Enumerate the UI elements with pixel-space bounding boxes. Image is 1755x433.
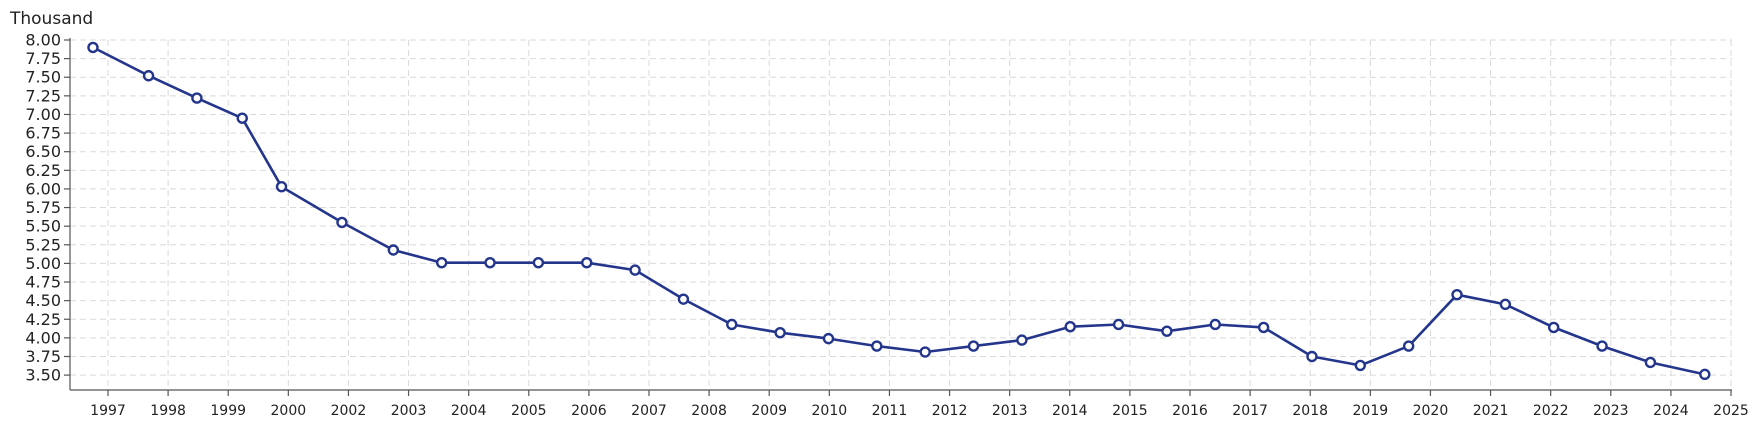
y-tick-label: 7.75 [25,49,61,68]
data-point [484,256,496,269]
data-point [1016,334,1028,346]
data-point [581,256,593,269]
x-tick-label: 1999 [210,403,246,419]
series-layer [87,41,1711,381]
y-tick-label: 3.75 [25,347,61,366]
y-tick-labels: 3.503.754.004.254.504.755.005.255.505.75… [25,31,61,385]
y-tick-label: 4.00 [25,328,61,347]
data-point [87,41,99,54]
y-tick-label: 6.00 [25,179,61,198]
y-tick-label: 5.00 [25,254,61,273]
data-point [435,256,448,269]
data-point [871,340,883,352]
data-point [919,346,931,358]
x-tick-label: 2021 [1473,403,1509,419]
y-tick-label: 6.25 [25,161,61,180]
x-tick-label: 2025 [1713,403,1749,419]
y-tick-label: 3.50 [25,366,61,385]
y-tick-label: 5.50 [25,217,61,236]
data-point [336,216,348,229]
x-tick-label: 2011 [872,403,908,419]
y-tick-label: 5.75 [25,198,61,217]
x-tick-label: 2019 [1353,403,1389,419]
data-point [822,332,835,345]
data-point [726,318,738,331]
data-point [1402,340,1415,352]
axis-layer [64,38,1732,396]
data-point [1064,321,1076,333]
x-tick-label: 2005 [511,403,547,419]
x-tick-label: 2013 [992,403,1028,419]
data-point [1161,325,1173,337]
data-point [236,112,248,124]
x-tick-labels: 1997 1998 1999 2000 2002 2003 2004 2005 2006 2007… [90,403,1749,419]
x-tick-label: 2000 [271,403,307,419]
y-tick-label: 4.75 [25,273,61,292]
data-point [1596,340,1608,352]
x-tick-label: 2020 [1413,403,1449,419]
data-point [1499,298,1512,311]
data-point [1209,318,1221,331]
y-tick-label: 6.50 [25,142,61,161]
data-point [629,264,641,276]
y-unit-label: Thousand [9,9,93,29]
x-tick-label: 2022 [1533,403,1569,419]
x-tick-label: 2007 [631,403,667,419]
x-tick-label: 2015 [1112,403,1148,419]
data-point [1548,321,1560,334]
x-tick-label: 2009 [751,403,787,419]
data-point [275,181,288,193]
y-tick-label: 4.50 [25,291,61,310]
y-tick-label: 7.25 [25,86,61,105]
y-tick-label: 5.25 [25,235,61,254]
y-tick-label: 6.75 [25,124,61,143]
data-point [1644,356,1657,369]
data-point [1699,368,1711,381]
x-tick-label: 1997 [90,403,126,419]
x-tick-label: 2008 [691,403,727,419]
grid-layer [70,39,1732,390]
x-tick-label: 2018 [1292,403,1328,419]
data-point [677,293,690,305]
data-point [191,92,203,104]
data-point [1306,350,1318,363]
x-tick-label: 2004 [451,403,487,419]
x-tick-label: 2023 [1593,403,1629,419]
x-tick-label: 2016 [1172,403,1208,419]
series-line [92,46,1706,376]
x-tick-label: 2010 [812,403,848,419]
data-point [1112,318,1125,331]
x-tick-label: 1998 [150,403,186,419]
x-tick-label: 2012 [932,403,968,419]
data-point [774,326,786,339]
x-tick-label: 2024 [1653,403,1689,419]
y-tick-label: 7.50 [25,68,61,87]
y-tick-label: 8.00 [25,31,61,50]
y-tick-label: 4.25 [25,310,61,329]
data-point [967,340,980,352]
x-tick-label: 2017 [1232,403,1268,419]
data-point [142,70,155,82]
x-tick-label: 2003 [391,403,427,419]
data-point [387,244,400,256]
x-tick-label: 2014 [1052,403,1088,419]
x-tick-label: 2006 [571,403,607,419]
x-tick-label: 2002 [331,403,367,419]
data-point [1257,321,1270,334]
data-point [1354,359,1367,372]
y-tick-label: 7.00 [25,105,61,124]
data-point [532,256,545,269]
data-point [1451,288,1463,301]
